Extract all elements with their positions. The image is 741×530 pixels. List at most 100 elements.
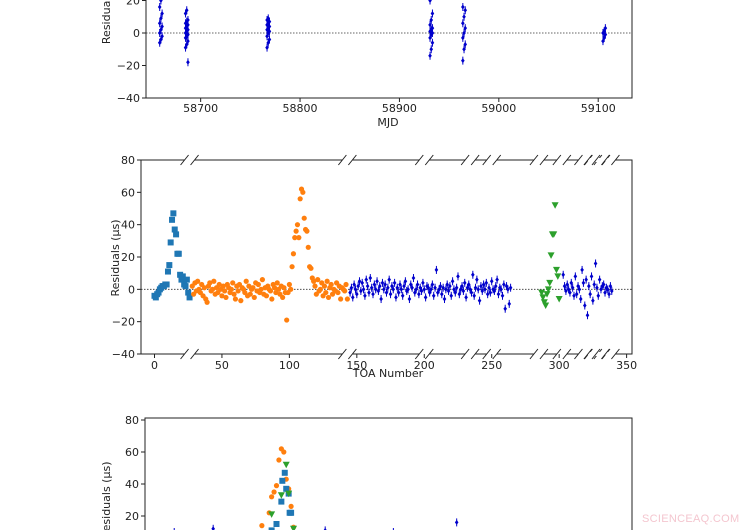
diamond-marker [396, 290, 401, 296]
diamond-marker [433, 285, 437, 291]
circle-marker [338, 296, 344, 302]
triangle-marker [543, 291, 551, 298]
axis-break-mark [583, 348, 593, 360]
diamond-marker [408, 281, 413, 287]
x-axis-label: TOA Number [352, 367, 424, 380]
axis-break-gap [419, 158, 430, 162]
diamond-marker [390, 283, 394, 289]
circle-marker [255, 281, 261, 288]
axis-break-mark [460, 154, 470, 166]
circle-marker [304, 228, 310, 234]
diamond-marker [498, 285, 502, 291]
square-marker [175, 250, 182, 257]
diamond-marker [597, 277, 602, 283]
axis-break-gap [587, 158, 598, 162]
diamond-marker [395, 285, 400, 291]
axis-break-gap [556, 158, 567, 162]
x-tick-label: 300 [549, 359, 570, 372]
axis-break-gap [595, 352, 606, 356]
diamond-marker [430, 25, 435, 31]
circle-marker [201, 285, 207, 291]
triangle-marker [546, 279, 554, 287]
x-tick-label: 150 [346, 359, 367, 372]
diamond-marker [430, 30, 435, 36]
triangle-marker [282, 461, 290, 469]
diamond-marker [503, 306, 508, 312]
diamond-marker [406, 286, 410, 292]
diamond-marker [581, 280, 586, 286]
diamond-marker [157, 4, 162, 10]
axis-break-mark [337, 348, 347, 360]
circle-marker [280, 294, 286, 301]
square-marker [163, 281, 170, 288]
circle-marker [293, 228, 299, 234]
triangle-marker [285, 490, 293, 498]
diamond-marker [363, 293, 367, 299]
axis-break-gap [605, 158, 616, 162]
series-triangle-down [268, 461, 298, 530]
circle-marker [300, 189, 306, 195]
diamond-marker [422, 286, 427, 292]
diamond-marker [377, 283, 382, 289]
circle-marker [281, 449, 287, 455]
circle-marker [292, 235, 298, 241]
diamond-marker [184, 41, 189, 47]
diamond-marker [609, 288, 614, 294]
diamond-marker [461, 58, 465, 64]
axis-break-mark [574, 348, 583, 360]
diamond-marker [588, 291, 592, 297]
y-tick-label: −40 [117, 92, 140, 105]
circle-marker [325, 294, 332, 301]
triangle-marker [290, 525, 298, 530]
diamond-marker [267, 24, 272, 29]
axis-break-gap [184, 352, 195, 356]
triangle-marker [544, 286, 552, 293]
series-circle [259, 446, 297, 530]
square-marker [185, 289, 192, 296]
diamond-marker [502, 281, 506, 287]
diamond-marker [367, 290, 371, 296]
circle-marker [308, 265, 314, 271]
circle-marker [294, 222, 301, 228]
square-marker [171, 226, 178, 233]
diamond-marker [499, 286, 503, 292]
circle-marker [343, 281, 349, 288]
circle-marker [220, 283, 226, 289]
x-tick-label: 58700 [183, 102, 218, 115]
diamond-marker [585, 312, 590, 318]
axis-break-mark [347, 348, 357, 360]
circle-marker [238, 298, 244, 304]
circle-marker [312, 283, 318, 289]
circle-marker [344, 296, 350, 302]
circle-marker [209, 286, 216, 292]
circle-marker [324, 278, 330, 284]
axis-break-mark [424, 348, 434, 360]
diamond-marker [485, 291, 490, 297]
axis-break-mark [190, 348, 199, 360]
series-square [151, 210, 193, 301]
axis-break-mark [562, 348, 572, 360]
axis-break-mark [460, 348, 470, 360]
diamond-marker [462, 46, 466, 52]
square-marker [178, 276, 185, 283]
axis-break-mark [583, 154, 593, 166]
diamond-marker [469, 290, 474, 296]
circle-marker [335, 289, 341, 296]
points [157, 0, 608, 67]
diamond-marker [383, 281, 387, 287]
diamond-marker [489, 278, 494, 284]
diamond-marker [593, 260, 598, 266]
y-axis-label: Residuals [100, 0, 113, 44]
circle-marker [274, 280, 280, 286]
square-marker [182, 283, 189, 290]
circle-marker [297, 196, 303, 202]
circle-marker [271, 489, 277, 495]
diamond-marker [355, 291, 359, 297]
circle-marker [317, 286, 324, 292]
diamond-marker [456, 273, 460, 279]
diamond-marker [580, 267, 584, 273]
diamond-marker [402, 283, 406, 289]
diamond-marker [160, 33, 164, 39]
triangle-marker [547, 252, 555, 259]
diamond-marker [159, 37, 163, 42]
